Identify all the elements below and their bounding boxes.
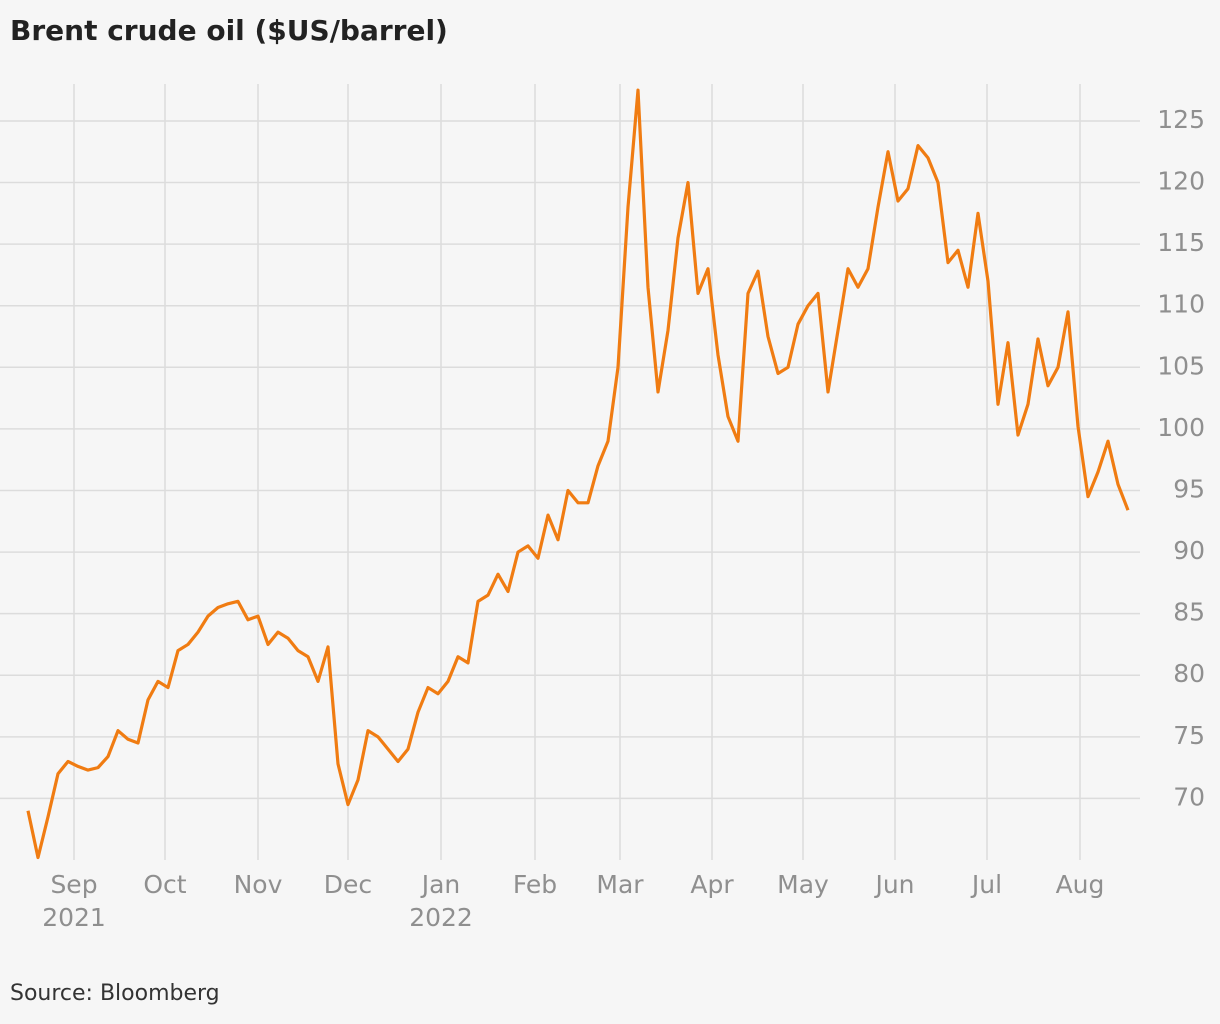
x-tick-label: Jul	[970, 870, 1002, 899]
x-tick-sublabel: 2022	[409, 903, 473, 932]
x-tick-sublabel: 2021	[42, 903, 106, 932]
y-tick-label: 85	[1173, 598, 1205, 627]
x-tick-label: Jan	[420, 870, 461, 899]
y-tick-label: 100	[1157, 413, 1205, 442]
x-tick-label: Apr	[690, 870, 734, 899]
y-tick-label: 125	[1157, 105, 1205, 134]
y-tick-label: 70	[1173, 782, 1205, 811]
x-tick-label: Mar	[596, 870, 644, 899]
y-tick-label: 105	[1157, 351, 1205, 380]
x-tick-label: Sep	[50, 870, 97, 899]
y-tick-label: 110	[1157, 290, 1205, 319]
price-line	[26, 88, 1130, 860]
x-tick-label: Nov	[234, 870, 283, 899]
x-tick-label: Aug	[1056, 870, 1105, 899]
source: Source: Bloomberg	[10, 981, 220, 1006]
x-tick-label: May	[777, 870, 829, 899]
x-tick-label: Feb	[513, 870, 557, 899]
y-tick-label: 115	[1157, 228, 1205, 257]
y-tick-label: 90	[1173, 536, 1205, 565]
y-tick-label: 95	[1173, 474, 1205, 503]
x-tick-label: Dec	[324, 870, 372, 899]
x-tick-label: Jun	[873, 870, 914, 899]
y-tick-label: 80	[1173, 659, 1205, 688]
y-tick-label: 120	[1157, 167, 1205, 196]
y-tick-label: 75	[1173, 721, 1205, 750]
x-tick-label: Oct	[143, 870, 186, 899]
chart-title: Brent crude oil ($US/barrel)	[10, 14, 448, 47]
